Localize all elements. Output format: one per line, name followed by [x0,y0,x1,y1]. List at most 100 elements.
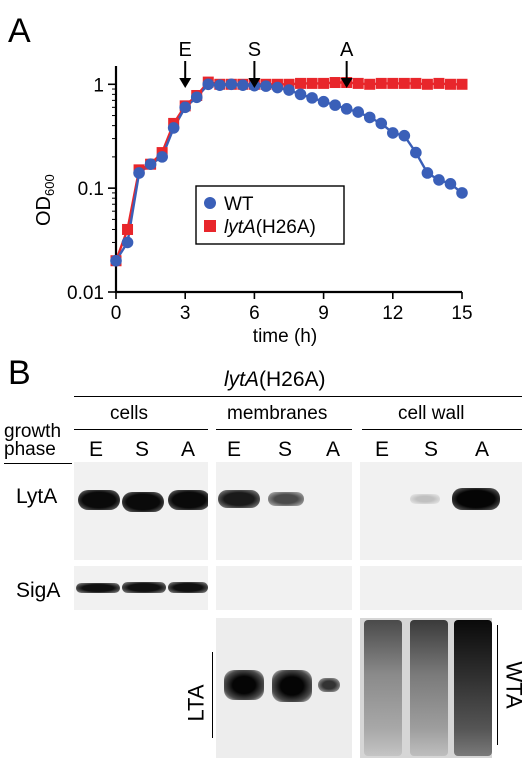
phase-marker-head [248,78,261,88]
data-point-lyta [398,77,410,89]
x-tick-label: 6 [249,303,260,324]
lta-label: LTA [183,684,209,722]
data-point-wt [387,127,399,139]
band-lyta-membranes-e [218,490,260,508]
strain-italic: lytA [224,368,260,391]
group-rule-cell-wall [362,429,522,430]
data-point-lyta [306,77,318,89]
data-point-wt [214,79,226,91]
data-point-wt [260,80,272,92]
group-rule-cells [74,429,208,430]
x-tick-label: 9 [318,303,329,324]
data-point-lyta [122,223,134,235]
data-point-wt [421,167,434,179]
group-label-membranes: membranes [227,403,328,424]
lane-cell-wall-e: E [374,438,389,461]
phase-marker-head [340,78,353,88]
data-point-wt [271,81,284,94]
band-lyta-cell-wall-s [410,494,440,504]
legend-label-lyta: lytA(H26A) [224,217,316,238]
band-lta-a [318,678,340,692]
lane-cell-wall-s: S [423,438,438,461]
data-point-wt [144,158,157,171]
lane-cells-e: E [88,438,103,461]
blot-lyta-cell-wall [360,462,522,560]
legend-marker-lyta [204,220,216,232]
data-point-wt [190,91,203,104]
band-siga-cells-a [168,582,208,593]
strain-rest: (H26A) [259,368,326,391]
group-label-cells: cells [110,403,149,424]
y-tick-label: 0.01 [67,283,104,304]
data-point-wt [317,95,330,108]
growth-phase-label: growth phase [4,421,62,461]
growth-phase-line2: phase [4,439,56,461]
blot-siga-cells [74,566,208,610]
lane-membranes-a: A [325,438,340,461]
data-point-wt [294,88,307,101]
y-axis-label: OD600 [33,174,57,226]
data-point-lyta [387,77,399,89]
x-tick-label: 0 [111,303,122,324]
chart-axes: 0.01 0.1 1 0 3 6 9 12 15 time (h) OD600 [33,66,473,347]
x-axis-label: time (h) [253,326,317,347]
legend-marker-wt [204,197,216,209]
phase-marker-label: E [179,39,192,61]
data-point-wt [306,92,318,104]
lane-membranes-s: S [277,438,292,461]
data-point-wt [363,111,376,124]
smear-wta-a [454,620,492,756]
smear-wta-e [364,620,402,756]
data-point-wt [410,146,422,159]
lane-cells-a: A [180,438,195,461]
data-point-wt [283,84,295,96]
phase-marker-label: S [248,39,261,61]
band-lyta-membranes-s [268,492,304,506]
blot-wta [360,618,492,758]
panel-a-letter: A [8,12,31,50]
lane-membranes-e: E [226,438,241,461]
x-tick-label: 15 [451,303,472,324]
blot-siga-cell-wall [360,566,522,610]
y-tick-label: 0.1 [78,179,104,200]
band-siga-cells-s [122,582,166,593]
data-point-wt [167,122,180,134]
band-lta-e [224,670,264,700]
lane-cells-s: S [134,438,149,461]
group-label-cell-wall: cell wall [398,403,465,424]
strain-header: lytA(H26A) [224,368,326,392]
band-lyta-cells-e [78,490,120,510]
smear-wta-s [410,620,448,756]
data-point-wt [352,106,365,118]
band-lyta-cell-wall-a [452,488,500,510]
row-label-siga: SigA [16,579,61,602]
data-point-lyta [421,78,433,90]
band-lta-s [272,670,312,702]
x-tick-label: 12 [382,303,403,324]
data-point-lyta [295,77,307,89]
data-point-wt [156,151,168,163]
blot-lta [216,618,352,758]
strain-rule [74,396,522,397]
data-point-lyta [318,77,330,89]
growth-phase-line1: growth [4,421,62,442]
blot-lyta-cells [74,462,208,560]
data-point-wt [433,174,445,186]
phase-marker-head [179,78,192,88]
data-point-lyta [410,77,422,89]
blot-lyta-membranes [216,462,352,560]
data-point-lyta [329,77,341,89]
data-point-lyta [352,77,364,89]
panel-b-letter: B [8,354,31,392]
group-rule-membranes [216,429,352,430]
data-point-lyta [364,78,376,90]
data-point-wt [202,78,215,91]
data-point-wt [456,187,468,199]
blot-siga-membranes [216,566,352,610]
data-point-wt [237,79,249,91]
data-point-wt [329,99,341,111]
band-siga-cells-e [76,583,120,593]
